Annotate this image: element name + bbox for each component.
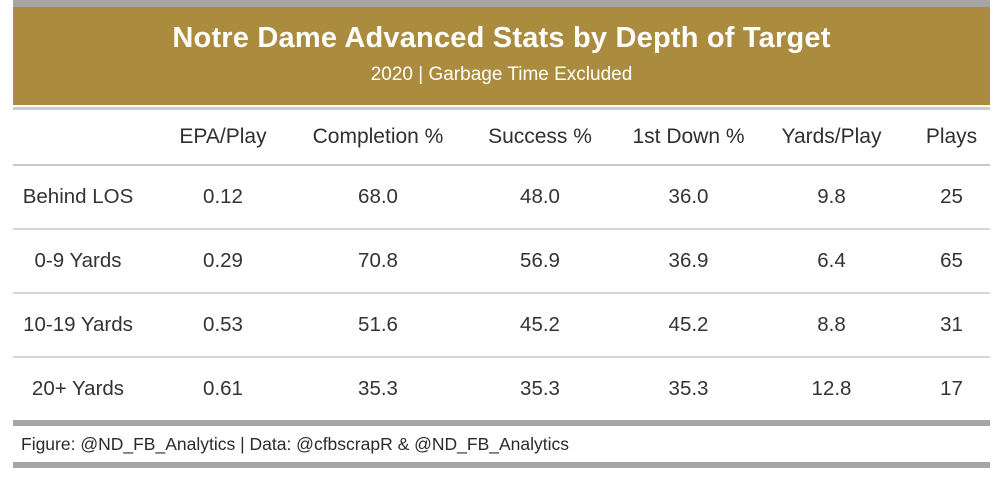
- cell-success-pct: 56.9: [453, 229, 627, 294]
- table-row-behind-los: Behind LOS 0.12 68.0 48.0 36.0 9.8 25: [13, 165, 990, 230]
- column-header-spacer: [13, 110, 143, 166]
- cell-yards-play: 12.8: [811, 377, 852, 400]
- table-row-0-9-yards: 0-9 Yards 0.29 70.8 56.9 36.9 6.4 65: [13, 229, 990, 294]
- title-banner: Notre Dame Advanced Stats by Depth of Ta…: [13, 7, 990, 105]
- cell-yards-play: 8.8: [750, 293, 913, 358]
- column-header-success-pct: Success %: [453, 110, 627, 166]
- credit-text: Figure: @ND_FB_Analytics | Data: @cfbscr…: [21, 433, 570, 454]
- column-header-yards-play: Yards/Play: [750, 110, 913, 166]
- row-label: Behind LOS: [13, 165, 143, 230]
- figure-title: Notre Dame Advanced Stats by Depth of Ta…: [172, 22, 831, 54]
- footer-top-bar: [13, 420, 990, 426]
- top-border-bar: [13, 0, 990, 7]
- cell-plays: 25: [913, 165, 990, 230]
- cell-yards-play: 6.4: [750, 229, 913, 294]
- cell-success-pct: 35.3: [520, 377, 560, 400]
- credit-footer: Figure: @ND_FB_Analytics | Data: @cfbscr…: [13, 426, 990, 462]
- column-header-first-down-pct: 1st Down %: [627, 110, 750, 166]
- cell-completion-pct: 70.8: [303, 229, 453, 294]
- row-label: 20+ Yards: [31, 377, 125, 400]
- column-header-plays: Plays: [913, 110, 990, 166]
- stats-table: EPA/Play Completion % Success % 1st Down…: [13, 110, 990, 420]
- cell-success-pct: 48.0: [453, 165, 627, 230]
- column-header-completion-pct: Completion %: [303, 110, 453, 166]
- cell-completion-pct: 51.6: [303, 293, 453, 358]
- cell-epa-play: 0.12: [143, 165, 303, 230]
- cell-completion-pct: 68.0: [303, 165, 453, 230]
- cell-plays: 65: [913, 229, 990, 294]
- cell-plays: 17: [940, 377, 963, 400]
- cell-epa-play: 0.61: [203, 377, 243, 400]
- figure-subtitle: 2020 | Garbage Time Excluded: [370, 64, 633, 85]
- cell-epa-play: 0.53: [143, 293, 303, 358]
- column-header-row: EPA/Play Completion % Success % 1st Down…: [13, 110, 990, 166]
- cell-epa-play: 0.29: [143, 229, 303, 294]
- cell-first-down-pct: 35.3: [668, 377, 709, 400]
- cell-first-down-pct: 36.0: [627, 165, 750, 230]
- row-label: 10-19 Yards: [13, 293, 143, 358]
- cell-plays: 31: [913, 293, 990, 358]
- cell-first-down-pct: 45.2: [627, 293, 750, 358]
- cell-completion-pct: 35.3: [358, 377, 398, 400]
- figure-frame: Notre Dame Advanced Stats by Depth of Ta…: [13, 0, 990, 468]
- cell-yards-play: 9.8: [750, 165, 913, 230]
- table-row-20-plus-yards: 20+ Yards 0.61 35.3 35.3 35.3 12.8 17: [13, 357, 990, 420]
- column-header-epa-play: EPA/Play: [143, 110, 303, 166]
- cell-success-pct: 45.2: [453, 293, 627, 358]
- table-row-10-19-yards: 10-19 Yards 0.53 51.6 45.2 45.2 8.8 31: [13, 293, 990, 358]
- banner-divider: [13, 107, 990, 110]
- row-label: 0-9 Yards: [13, 229, 143, 294]
- bottom-border-bar: [13, 462, 990, 468]
- cell-first-down-pct: 36.9: [627, 229, 750, 294]
